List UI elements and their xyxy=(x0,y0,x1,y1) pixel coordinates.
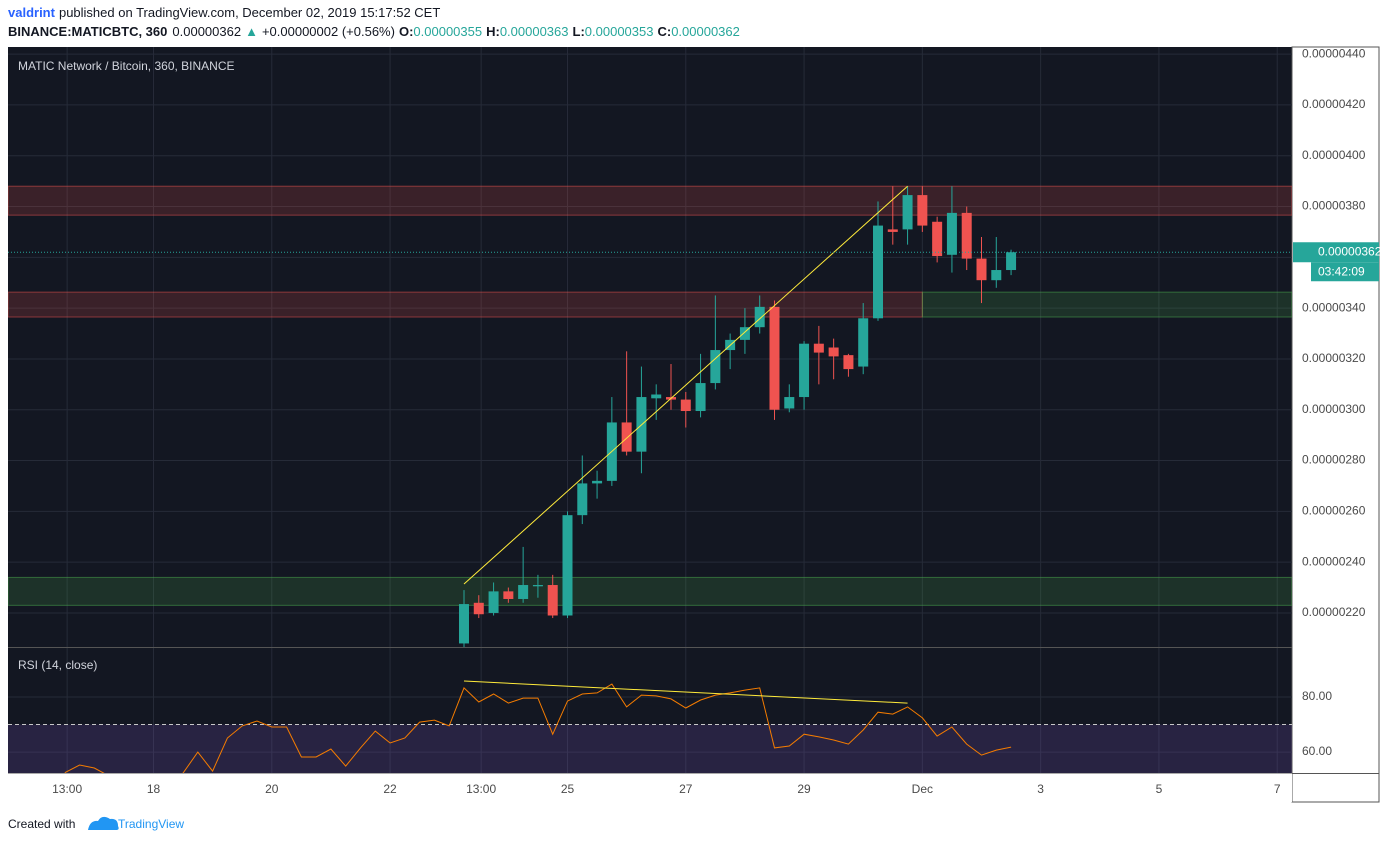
change: +0.00000002 (+0.56%) xyxy=(262,24,395,39)
candle-body xyxy=(946,212,957,255)
x-tick-label: 20 xyxy=(265,782,279,796)
y-tick-label: 0.00000260 xyxy=(1302,504,1366,518)
x-tick-label: 18 xyxy=(147,782,161,796)
rsi-line xyxy=(64,683,1012,773)
last: 0.00000362 xyxy=(172,24,241,39)
candle-body xyxy=(769,306,780,410)
candle-body xyxy=(887,229,898,232)
candle-body xyxy=(813,343,824,353)
header-line-2: BINANCE:MATICBTC, 360 0.00000362 ▲ +0.00000… xyxy=(8,24,740,39)
y-tick-label: 0.00000320 xyxy=(1302,351,1366,365)
symbol: BINANCE:MATICBTC, 360 xyxy=(8,24,167,39)
candle-body xyxy=(872,225,883,319)
candle-body xyxy=(799,343,810,398)
price-axis xyxy=(1291,46,1380,803)
chart-background xyxy=(8,47,1292,802)
candle-body xyxy=(592,480,603,484)
trend-line xyxy=(463,680,908,704)
low: 0.00000353 xyxy=(585,24,654,39)
y-tick-label: 0.00000340 xyxy=(1302,300,1366,314)
y-tick-label: 0.00000440 xyxy=(1302,46,1366,60)
y-tick-label: 0.00000420 xyxy=(1302,97,1366,111)
candle-body xyxy=(976,258,987,281)
candle-body xyxy=(651,394,662,399)
x-tick-label: 7 xyxy=(1274,782,1281,796)
y-tick-label: 0.00000280 xyxy=(1302,453,1366,467)
candle-body xyxy=(621,422,632,452)
y-tick-label: 80.00 xyxy=(1302,689,1332,703)
price-pane xyxy=(8,185,1292,647)
y-tick-label: 0.00000220 xyxy=(1302,605,1366,619)
published: published on TradingView.com, December 0… xyxy=(59,5,440,20)
x-tick-label: 13:00 xyxy=(466,782,496,796)
zone xyxy=(8,576,1292,606)
candle-body xyxy=(784,397,795,409)
candle-body xyxy=(680,399,691,412)
candle-body xyxy=(932,221,943,257)
zone xyxy=(8,185,1292,216)
countdown-box xyxy=(1311,262,1379,282)
tv-logo xyxy=(88,816,119,830)
l-label: L: xyxy=(573,24,585,39)
x-tick-label: 27 xyxy=(679,782,693,796)
zone xyxy=(921,291,1292,318)
time-axis xyxy=(8,773,1292,802)
last-price-label: 0.00000362 xyxy=(1318,244,1382,258)
chart-title: MATIC Network / Bitcoin, 360, BINANCE xyxy=(18,59,235,73)
rsi-pane xyxy=(8,680,1292,773)
candle-body xyxy=(843,355,854,370)
candle-body xyxy=(739,327,750,340)
h-label: H: xyxy=(486,24,500,39)
candle-body xyxy=(577,483,588,516)
y-tick-label: 0.00000380 xyxy=(1302,199,1366,213)
footer-brand[interactable]: TradingView xyxy=(118,817,184,831)
o-label: O: xyxy=(399,24,413,39)
arrow: ▲ xyxy=(245,24,258,39)
x-tick-label: Dec xyxy=(912,782,933,796)
y-tick-label: 0.00000240 xyxy=(1302,554,1366,568)
axes: 0.00000220 0.00000240 0.00000260 0.00000280… xyxy=(52,46,1382,796)
rsi-title: RSI (14, close) xyxy=(18,658,97,672)
y-tick-label: 0.00000400 xyxy=(1302,148,1366,162)
candle-body xyxy=(518,585,529,599)
grid xyxy=(8,47,1292,773)
header-line-1: valdrint published on TradingView.com, De… xyxy=(8,5,440,20)
candle-body xyxy=(473,602,484,615)
y-tick-label: 60.00 xyxy=(1302,744,1332,758)
candle-body xyxy=(503,591,514,599)
candle-body xyxy=(695,383,706,412)
candle-body xyxy=(488,591,499,613)
rsi-band xyxy=(8,724,1292,773)
candle-body xyxy=(710,350,721,384)
candle-body xyxy=(991,270,1002,281)
close: 0.00000362 xyxy=(671,24,740,39)
high: 0.00000363 xyxy=(500,24,569,39)
open: 0.00000355 xyxy=(413,24,482,39)
candle-body xyxy=(532,585,543,587)
c-label: C: xyxy=(657,24,671,39)
candle-body xyxy=(547,585,558,616)
y-tick-label: 0.00000300 xyxy=(1302,402,1366,416)
candle-body xyxy=(754,306,765,328)
countdown-label: 03:42:09 xyxy=(1318,264,1365,278)
last-price-box xyxy=(1293,242,1379,263)
candle-body xyxy=(458,604,469,644)
candle-body xyxy=(902,195,913,230)
x-tick-label: 3 xyxy=(1037,782,1044,796)
candle-body xyxy=(828,347,839,357)
footer-created: Created with xyxy=(8,817,75,831)
x-tick-label: 5 xyxy=(1156,782,1163,796)
candle-body xyxy=(562,515,573,616)
author[interactable]: valdrint xyxy=(8,5,56,20)
candle-body xyxy=(917,195,928,226)
candle-body xyxy=(858,318,869,367)
candle-body xyxy=(1006,252,1017,271)
x-tick-label: 22 xyxy=(383,782,397,796)
x-tick-label: 29 xyxy=(797,782,811,796)
candle-body xyxy=(961,212,972,259)
x-tick-label: 13:00 xyxy=(52,782,82,796)
x-tick-label: 25 xyxy=(561,782,575,796)
